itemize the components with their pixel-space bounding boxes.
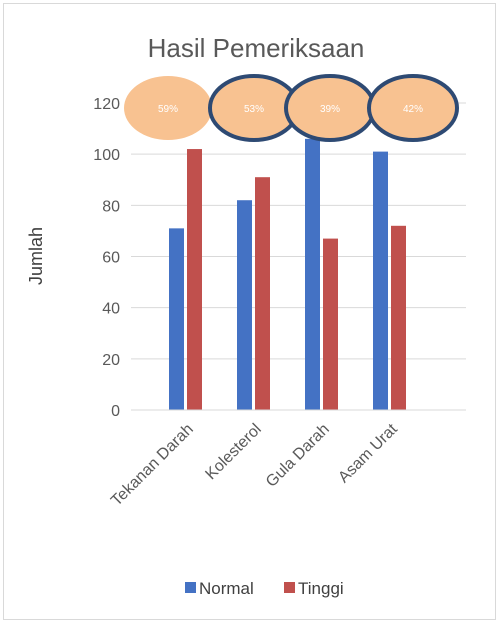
bar-tinggi-3 [391, 225, 406, 410]
percent-annotations: 59% 53% 39% 42% [124, 74, 459, 142]
x-tick-label: Gula Darah [263, 421, 333, 491]
legend-label: Normal [199, 579, 254, 598]
bars [169, 138, 406, 411]
y-tick-label: 100 [93, 147, 120, 164]
percent-label: 39% [320, 104, 340, 115]
percent-label: 59% [158, 104, 178, 115]
y-tick-label: 120 [93, 96, 120, 113]
y-tick-label: 0 [111, 403, 120, 420]
bar-normal-3 [373, 151, 388, 410]
y-tick-label: 80 [102, 198, 120, 215]
bar-tinggi-0 [187, 149, 202, 411]
y-tick-label: 60 [102, 250, 120, 267]
y-axis-label: Jumlah [26, 227, 46, 285]
legend-swatch-tinggi [284, 582, 295, 593]
legend-label: Tinggi [298, 579, 344, 598]
y-tick-label: 40 [102, 301, 120, 318]
x-tick-label: Asam Urat [335, 420, 401, 486]
bar-normal-2 [305, 138, 320, 411]
y-tick-label: 20 [102, 352, 120, 369]
legend: Normal Tinggi [185, 579, 344, 598]
chart-title: Hasil Pemeriksaan [148, 33, 365, 63]
bar-tinggi-2 [323, 238, 338, 410]
x-tick-label: Kolesterol [202, 421, 264, 483]
bar-normal-0 [169, 228, 184, 410]
percent-bubble [124, 76, 212, 140]
bar-normal-1 [237, 200, 252, 410]
bar-tinggi-1 [255, 177, 270, 410]
x-tick-label: Tekanan Darah [108, 421, 197, 510]
percent-label: 42% [403, 104, 423, 115]
percent-label: 53% [244, 104, 264, 115]
legend-swatch-normal [185, 582, 196, 593]
y-axis-ticks: 0 20 40 60 80 100 120 [93, 96, 120, 420]
percent-bubble [367, 74, 459, 142]
